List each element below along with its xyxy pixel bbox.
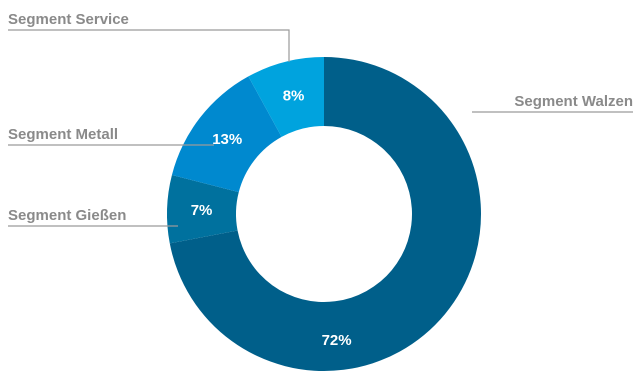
pct-label-segment-service: 8% bbox=[283, 87, 305, 104]
pct-label-segment-giessen: 7% bbox=[191, 202, 213, 219]
segment-label-segment-service: Segment Service bbox=[8, 11, 129, 28]
slice-segment-service bbox=[248, 57, 324, 137]
slice-segment-walzen bbox=[169, 57, 482, 371]
slice-segment-giessen bbox=[167, 174, 239, 244]
pct-label-segment-metall: 13% bbox=[212, 131, 242, 148]
leader-line-segment-service bbox=[8, 29, 290, 62]
labels-layer: 72% 7% 13% 8% bbox=[191, 87, 352, 349]
leaders-layer: Segment Walzen Segment Gießen Segment Meta… bbox=[8, 11, 633, 227]
segment-label-segment-metall: Segment Metall bbox=[8, 126, 118, 143]
slice-segment-metall bbox=[171, 76, 282, 193]
pct-label-segment-walzen: 72% bbox=[322, 332, 352, 349]
segment-label-segment-walzen: Segment Walzen bbox=[514, 93, 633, 110]
slices-layer bbox=[167, 57, 482, 371]
segment-label-segment-giessen: Segment Gießen bbox=[8, 207, 126, 224]
